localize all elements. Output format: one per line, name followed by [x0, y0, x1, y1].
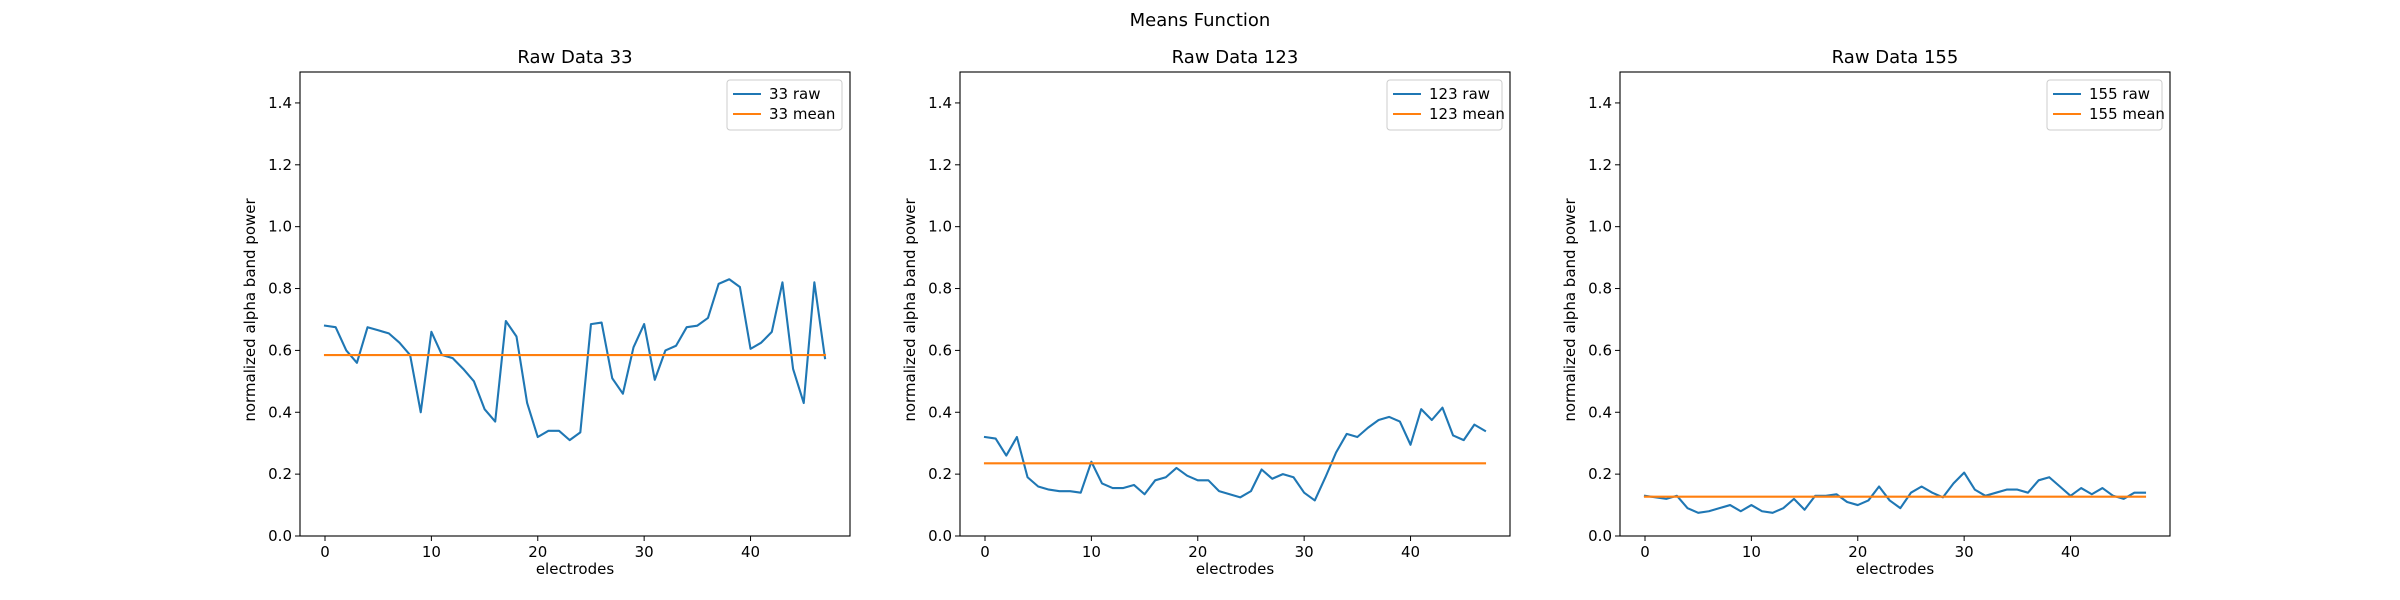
y-tick-label: 1.4	[928, 94, 952, 112]
x-tick-label: 20	[1848, 543, 1867, 561]
series-line-raw	[1643, 471, 2147, 514]
subplot-1: Raw Data 33 0 10 20 30 40 0.0 0.2 0.4 0.6 0.8 1.0 1.…	[241, 47, 851, 578]
x-axis-label: electrodes	[1856, 560, 1935, 578]
figure-suptitle: Means Function	[1130, 10, 1271, 31]
x-tick-label: 20	[528, 543, 547, 561]
plot-frame	[959, 71, 1511, 537]
legend: 123 raw 123 mean	[1386, 79, 1505, 131]
legend-label: 33 raw	[769, 85, 820, 103]
x-axis-label: electrodes	[1196, 560, 1275, 578]
y-tick-label: 0.0	[928, 527, 952, 545]
y-tick-label: 1.4	[268, 94, 292, 112]
y-tick-label: 1.2	[1588, 156, 1612, 174]
x-tick-label: 0	[320, 543, 330, 561]
y-tick-label: 1.4	[1588, 94, 1612, 112]
y-tick-label: 0.8	[928, 280, 952, 298]
legend-box	[726, 79, 843, 131]
x-tick-label: 40	[2061, 543, 2080, 561]
x-tick-label: 30	[1295, 543, 1314, 561]
y-axis-label: normalized alpha band power	[241, 198, 259, 422]
y-tick-label: 1.2	[928, 156, 952, 174]
x-tick-label: 10	[1742, 543, 1761, 561]
x-tick-label: 20	[1188, 543, 1207, 561]
y-tick-label: 0.8	[1588, 280, 1612, 298]
legend-label: 123 mean	[1429, 105, 1505, 123]
series-line-raw	[323, 278, 827, 442]
y-axis-label: normalized alpha band power	[901, 198, 919, 422]
y-tick-label: 0.2	[268, 465, 292, 483]
y-tick-label: 1.0	[928, 218, 952, 236]
series-line-raw	[983, 406, 1487, 502]
legend-label: 33 mean	[769, 105, 835, 123]
subplot-title: Raw Data 155	[1832, 47, 1959, 68]
subplot-title: Raw Data 33	[517, 47, 632, 68]
y-tick-label: 0.6	[1588, 341, 1612, 359]
x-axis-label: electrodes	[536, 560, 615, 578]
x-tick-label: 10	[1082, 543, 1101, 561]
legend-label: 155 mean	[2089, 105, 2165, 123]
plot-frame	[1619, 71, 2171, 537]
y-tick-label: 1.2	[268, 156, 292, 174]
y-tick-label: 1.0	[1588, 218, 1612, 236]
x-tick-label: 0	[980, 543, 990, 561]
subplot-title: Raw Data 123	[1172, 47, 1299, 68]
y-tick-label: 0.2	[928, 465, 952, 483]
plot-frame	[299, 71, 851, 537]
legend-label: 155 raw	[2089, 85, 2150, 103]
legend-label: 123 raw	[1429, 85, 1490, 103]
legend: 33 raw 33 mean	[726, 79, 843, 131]
x-tick-label: 10	[422, 543, 441, 561]
y-tick-label: 0.6	[928, 341, 952, 359]
y-axis-label: normalized alpha band power	[1561, 198, 1579, 422]
x-tick-label: 40	[1401, 543, 1420, 561]
y-tick-label: 0.4	[268, 403, 292, 421]
y-tick-label: 0.4	[928, 403, 952, 421]
x-tick-label: 30	[635, 543, 654, 561]
y-tick-label: 0.6	[268, 341, 292, 359]
subplot-3: Raw Data 155 0 10 20 30 40 0.0 0.2 0.4 0.6 0.8 1.0 1…	[1561, 47, 2171, 578]
y-tick-label: 0.2	[1588, 465, 1612, 483]
y-tick-label: 0.0	[1588, 527, 1612, 545]
y-tick-label: 0.0	[268, 527, 292, 545]
x-tick-label: 30	[1955, 543, 1974, 561]
subplot-2: Raw Data 123 0 10 20 30 40 0.0 0.2 0.4 0.6 0.8 1.0 1…	[901, 47, 1511, 578]
x-tick-label: 0	[1640, 543, 1650, 561]
y-tick-label: 0.8	[268, 280, 292, 298]
y-tick-label: 0.4	[1588, 403, 1612, 421]
x-tick-label: 40	[741, 543, 760, 561]
legend-box	[2046, 79, 2163, 131]
legend-box	[1386, 79, 1503, 131]
legend: 155 raw 155 mean	[2046, 79, 2165, 131]
y-tick-label: 1.0	[268, 218, 292, 236]
